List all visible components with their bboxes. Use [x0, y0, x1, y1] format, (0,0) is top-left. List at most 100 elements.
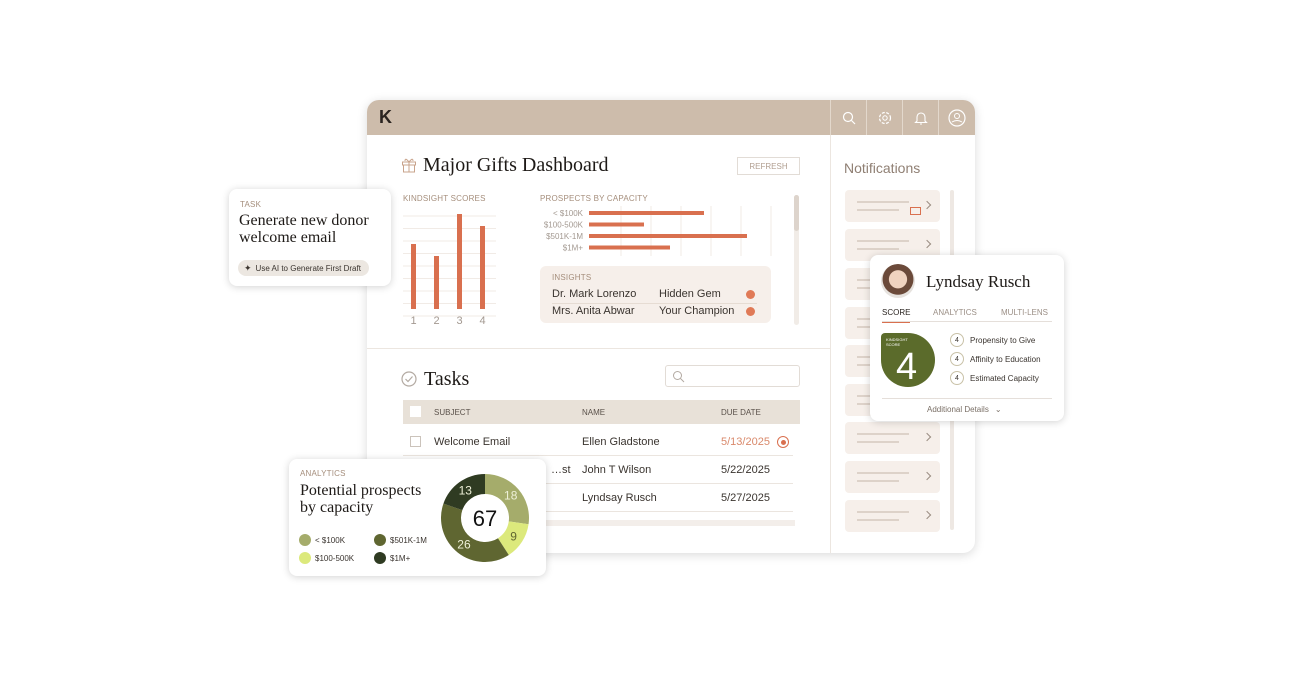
- gift-icon: [402, 158, 416, 173]
- insight-name: Mrs. Anita Abwar: [552, 305, 635, 317]
- capacity-label: $501K-1M: [546, 232, 583, 241]
- mail-icon: [910, 207, 921, 215]
- insights-label: INSIGHTS: [552, 273, 592, 282]
- search-icon: [673, 371, 685, 383]
- legend-label: $100-500K: [315, 553, 355, 563]
- chevron-down-icon: ⌄: [994, 405, 1002, 414]
- task-subject: …st: [551, 464, 571, 476]
- chevron-right-icon: [922, 510, 932, 520]
- tick-label: 2: [433, 315, 439, 327]
- divider: [367, 348, 830, 349]
- notification-item[interactable]: [845, 500, 940, 532]
- chevron-right-icon: [922, 200, 932, 210]
- check-circle-icon: [401, 371, 417, 387]
- kindsight-scores-label: KINDSIGHT SCORES: [403, 194, 486, 203]
- slice-label: 9: [510, 529, 517, 543]
- search-icon: [842, 111, 855, 124]
- legend-swatch: [299, 552, 311, 564]
- notification-item[interactable]: [845, 461, 940, 493]
- factor-score: 4: [950, 352, 964, 366]
- generate-draft-button[interactable]: ✦ Use AI to Generate First Draft: [238, 260, 369, 276]
- notification-item[interactable]: [845, 190, 940, 222]
- kindsight-scores-chart: 1 2 3 4: [403, 214, 496, 327]
- search-button[interactable]: [830, 100, 866, 135]
- tasks-title: Tasks: [424, 368, 470, 390]
- chevron-right-icon: [922, 239, 932, 249]
- task-card-label: TASK: [240, 200, 262, 209]
- alert-icon: [777, 436, 789, 448]
- tick-label: 3: [456, 315, 462, 327]
- analytics-title: Potential prospects by capacity: [300, 482, 422, 516]
- profile-name: Lyndsay Rusch: [926, 272, 1031, 291]
- legend-item: $1M+: [374, 552, 410, 564]
- notification-item[interactable]: [845, 422, 940, 454]
- gear-icon: [878, 111, 891, 124]
- generate-draft-label: Use AI to Generate First Draft: [255, 263, 361, 273]
- horizontal-scrollbar[interactable]: [403, 520, 795, 526]
- scrollbar[interactable]: [794, 195, 799, 325]
- analytics-label: ANALYTICS: [300, 469, 346, 478]
- notifications-button[interactable]: [902, 100, 938, 135]
- legend-item: $501K-1M: [374, 534, 427, 546]
- column-name: NAME: [582, 408, 606, 417]
- capacity-label: $1M+: [563, 244, 584, 253]
- table-row[interactable]: …st John T Wilson 5/22/2025: [403, 456, 793, 484]
- insight-tag: Your Champion: [659, 305, 735, 317]
- more-icon[interactable]: [746, 307, 755, 316]
- profile-button[interactable]: [938, 100, 975, 135]
- insight-row[interactable]: Dr. Mark Lorenzo Hidden Gem: [552, 286, 757, 304]
- prospects-chart: < $100K $100-500K $501K-1M $1M+: [544, 206, 772, 256]
- sparkle-icon: ✦: [244, 262, 252, 273]
- refresh-button[interactable]: REFRESH: [737, 157, 800, 175]
- capacity-bar: [589, 211, 704, 215]
- tab-multi-lens[interactable]: MULTI-LENS: [1001, 308, 1048, 317]
- task-name: Ellen Gladstone: [582, 436, 660, 448]
- donut-total: 67: [473, 506, 497, 531]
- factor-score: 4: [950, 371, 964, 385]
- select-all-checkbox[interactable]: [410, 406, 421, 417]
- score-bar: [434, 256, 439, 309]
- additional-details-button[interactable]: Additional Details ⌄: [927, 405, 1002, 414]
- score-bar: [480, 226, 485, 309]
- table-header: SUBJECT NAME DUE DATE: [403, 400, 800, 424]
- factor-label: Affinity to Education: [970, 354, 1041, 364]
- legend-swatch: [374, 552, 386, 564]
- slice-label: 13: [459, 483, 473, 497]
- score-bar: [411, 244, 416, 309]
- insight-row[interactable]: Mrs. Anita Abwar Your Champion: [552, 304, 757, 322]
- tick-label: 4: [479, 315, 485, 327]
- tab-analytics[interactable]: ANALYTICS: [933, 308, 977, 317]
- task-subject: Welcome Email: [434, 436, 511, 448]
- table-row[interactable]: Welcome Email Ellen Gladstone 5/13/2025: [403, 428, 793, 456]
- task-name: John T Wilson: [582, 464, 652, 476]
- tasks-search-input[interactable]: [665, 365, 800, 387]
- prospects-label: PROSPECTS BY CAPACITY: [540, 194, 648, 203]
- tab-score[interactable]: SCORE: [882, 308, 911, 323]
- capacity-bar: [589, 245, 670, 250]
- legend-label: $1M+: [390, 553, 411, 563]
- sidebar-divider: [830, 135, 831, 553]
- capacity-bar: [589, 222, 644, 227]
- settings-button[interactable]: [866, 100, 902, 135]
- task-name: Lyndsay Rusch: [582, 492, 657, 504]
- score-factor: 4 Propensity to Give: [950, 333, 1035, 347]
- insight-tag: Hidden Gem: [659, 288, 721, 300]
- row-checkbox[interactable]: [410, 436, 421, 447]
- factor-label: Estimated Capacity: [970, 373, 1039, 383]
- column-subject: SUBJECT: [434, 408, 471, 417]
- factor-label: Propensity to Give: [970, 335, 1036, 345]
- task-card-title: Generate new donor welcome email: [239, 212, 369, 246]
- legend-swatch: [299, 534, 311, 546]
- legend-item: < $100K: [299, 534, 345, 546]
- top-bar: K: [367, 100, 975, 135]
- score-bar: [457, 214, 462, 309]
- task-card: TASK Generate new donor welcome email ✦ U…: [229, 189, 391, 286]
- insight-name: Dr. Mark Lorenzo: [552, 288, 637, 300]
- legend-label: < $100K: [315, 535, 346, 545]
- table-row[interactable]: Lyndsay Rusch 5/27/2025: [403, 484, 793, 512]
- profile-card: Lyndsay Rusch SCORE ANALYTICS MULTI-LENS…: [870, 255, 1064, 421]
- chevron-right-icon: [922, 471, 932, 481]
- donut-slice: [485, 474, 529, 525]
- legend-label: $501K-1M: [390, 535, 427, 545]
- more-icon[interactable]: [746, 290, 755, 299]
